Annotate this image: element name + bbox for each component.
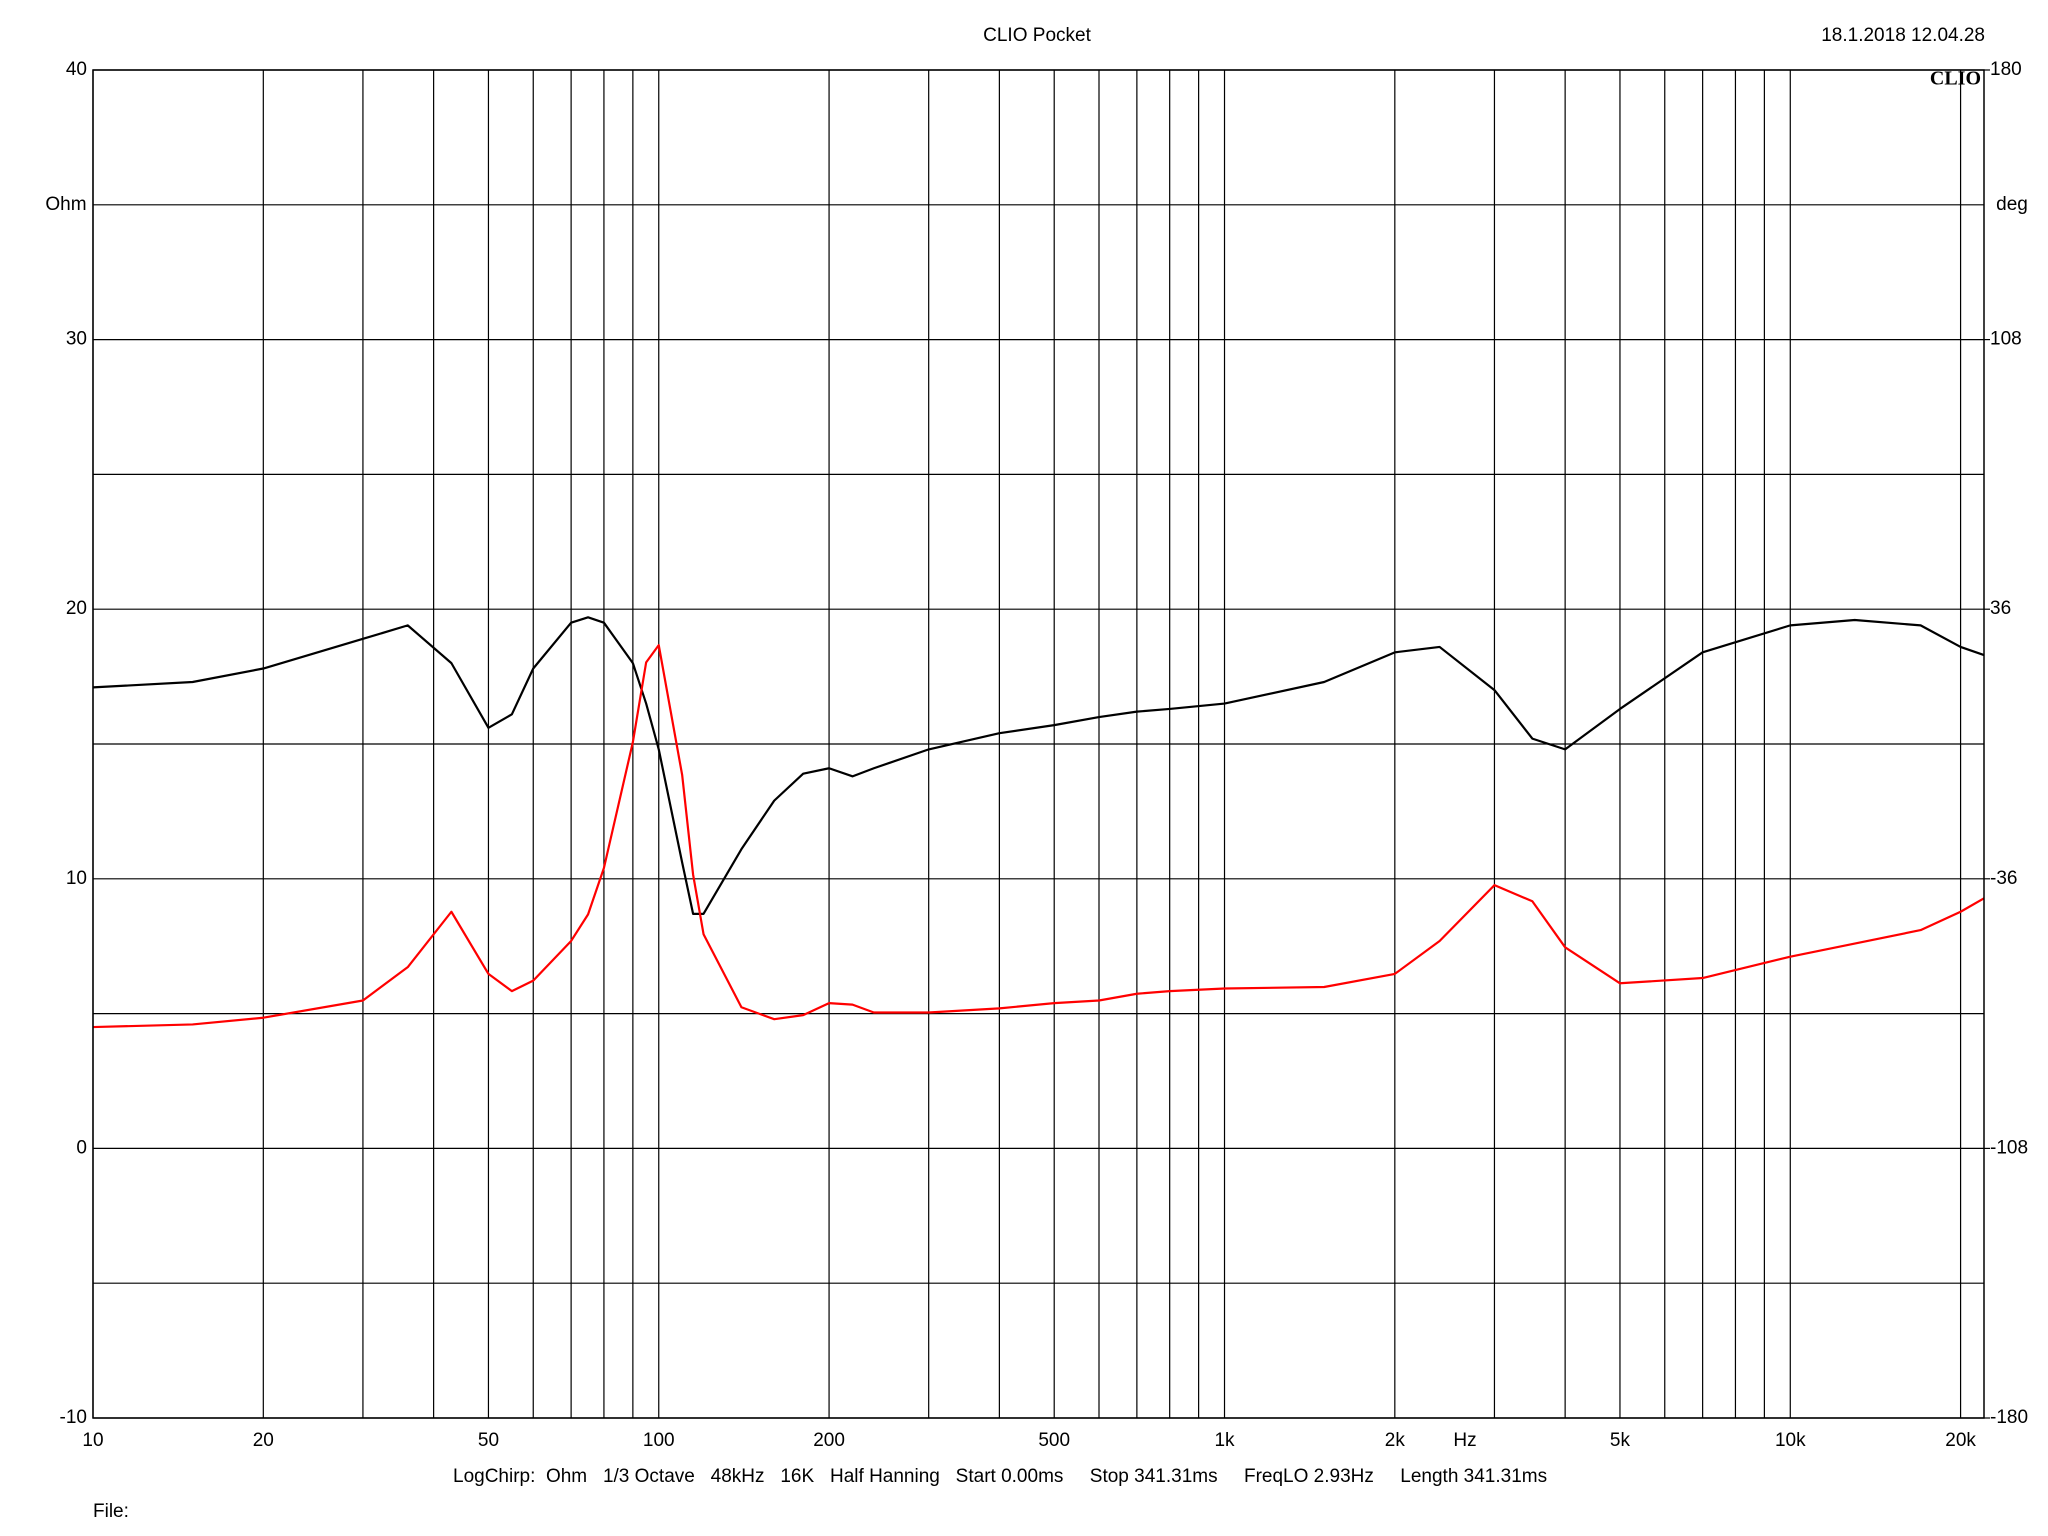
- x-tick-label: 10k: [1775, 1430, 1806, 1451]
- y2-tick-label: -108: [1990, 1137, 2028, 1158]
- chart-title: CLIO Pocket: [983, 25, 1091, 46]
- y-tick-label: 20: [66, 598, 87, 619]
- y-axis-label: Ohm: [45, 194, 86, 215]
- y2-tick-label: 180: [1990, 59, 2022, 80]
- file-label: File:: [93, 1501, 129, 1522]
- y-tick-label: 0: [76, 1137, 87, 1158]
- y2-tick-label: 108: [1990, 329, 2022, 350]
- x-tick-label: 500: [1038, 1430, 1070, 1451]
- x-tick-label: 10: [82, 1430, 103, 1451]
- y-tick-label: -10: [60, 1407, 87, 1428]
- series-line: [92, 616, 1985, 915]
- x-tick-label: 1k: [1214, 1430, 1235, 1451]
- plot-frame: [92, 69, 1985, 1419]
- y2-tick-label: -36: [1990, 868, 2017, 889]
- x-tick-label: 5k: [1610, 1430, 1631, 1451]
- x-tick-label: 100: [643, 1430, 675, 1451]
- logo: CLIO: [1930, 68, 1981, 90]
- y-tick-label: 30: [66, 329, 87, 350]
- y-tick-label: 40: [66, 59, 87, 80]
- x-axis-label: Hz: [1453, 1430, 1476, 1451]
- x-tick-label: 20: [253, 1430, 274, 1451]
- y-tick-label: 10: [66, 868, 87, 889]
- y2-tick-label: 36: [1990, 598, 2011, 619]
- x-tick-label: 2k: [1385, 1430, 1406, 1451]
- settings-line: LogChirp: Ohm 1/3 Octave 48kHz 16K Half …: [453, 1466, 1547, 1487]
- x-tick-label: 50: [478, 1430, 499, 1451]
- y2-tick-label: -180: [1990, 1407, 2028, 1428]
- series-line: [92, 644, 1985, 1029]
- y2-axis-label: deg: [1996, 194, 2028, 215]
- timestamp: 18.1.2018 12.04.28: [1821, 25, 1985, 46]
- x-tick-label: 200: [813, 1430, 845, 1451]
- x-tick-label: 20k: [1945, 1430, 1976, 1451]
